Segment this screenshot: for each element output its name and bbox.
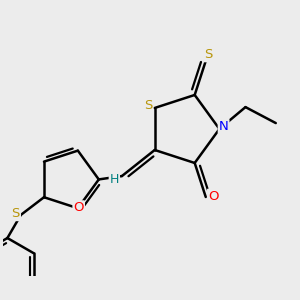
Text: S: S <box>12 207 20 220</box>
Text: S: S <box>144 99 152 112</box>
Text: O: O <box>208 190 219 202</box>
Text: H: H <box>110 173 119 186</box>
Text: O: O <box>74 201 84 214</box>
Text: N: N <box>219 120 229 133</box>
Text: S: S <box>204 48 212 61</box>
